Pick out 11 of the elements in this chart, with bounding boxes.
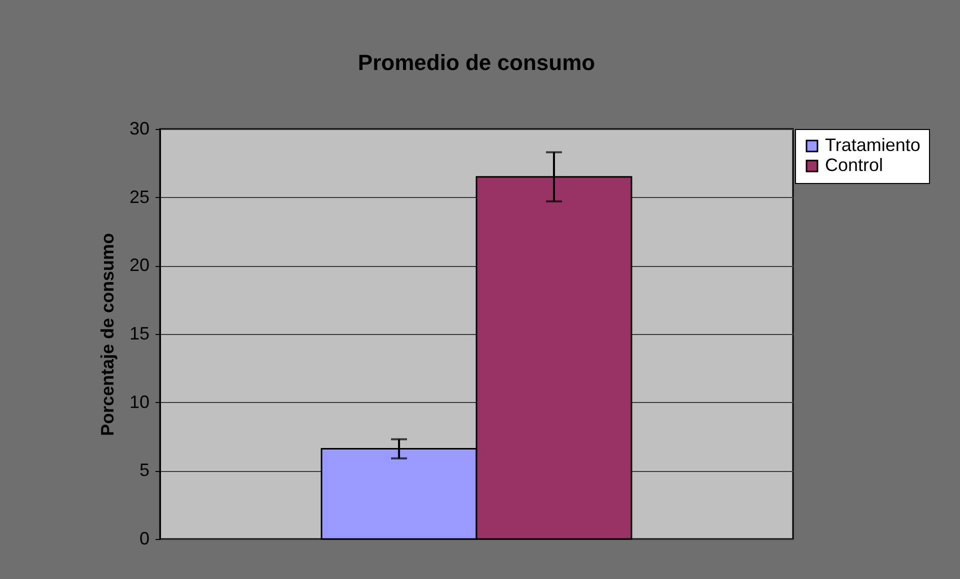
chart-title: Promedio de consumo [358, 50, 596, 75]
y-tick-label: 5 [139, 460, 150, 480]
y-axis-title: Porcentaje de consumo [97, 232, 118, 436]
legend-label: Tratamiento [825, 135, 920, 155]
y-tick-label: 0 [139, 528, 150, 548]
y-tick-label: 15 [129, 324, 150, 344]
y-tick-label: 30 [129, 118, 150, 138]
y-tick-label: 20 [129, 255, 150, 276]
y-tick-label: 10 [129, 392, 150, 412]
y-tick-label: 25 [129, 186, 150, 207]
legend-label: Control [825, 155, 884, 175]
